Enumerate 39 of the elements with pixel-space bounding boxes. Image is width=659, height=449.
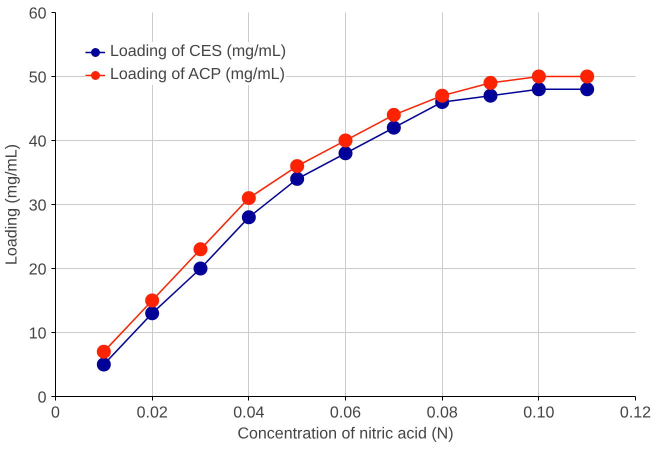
point bbox=[145, 294, 160, 308]
legend-label: Loading of ACP (mg/mL) bbox=[110, 66, 285, 84]
x-tick-label: 0.04 bbox=[233, 404, 265, 422]
point bbox=[194, 242, 208, 256]
point bbox=[435, 88, 450, 103]
x-tick-label: 0.02 bbox=[136, 404, 168, 422]
x-axis-title: Concentration of nitric acid (N) bbox=[237, 426, 454, 442]
x-tick-label: 0 bbox=[51, 404, 60, 422]
point bbox=[580, 82, 594, 96]
y-tick-label: 50 bbox=[28, 70, 47, 86]
point bbox=[96, 358, 111, 372]
point bbox=[194, 262, 208, 276]
point bbox=[484, 76, 498, 90]
y-axis-title: Loading (mg/mL) bbox=[4, 144, 21, 265]
x-tick-label: 0.08 bbox=[426, 404, 458, 422]
point bbox=[484, 88, 498, 103]
y-tick-label: 40 bbox=[28, 134, 47, 150]
point bbox=[290, 159, 304, 174]
point bbox=[532, 70, 546, 84]
y-tick-label: 0 bbox=[38, 390, 47, 406]
point bbox=[96, 344, 111, 359]
point bbox=[338, 134, 352, 148]
point bbox=[242, 210, 256, 224]
point bbox=[532, 82, 546, 96]
y-tick-label: 10 bbox=[28, 326, 47, 342]
point bbox=[242, 191, 256, 206]
x-tick-label: 0.06 bbox=[330, 404, 362, 422]
legend-label: Loading of CES (mg/mL) bbox=[110, 43, 286, 61]
y-tick-label: 30 bbox=[28, 198, 47, 214]
point bbox=[386, 120, 401, 135]
point bbox=[386, 108, 401, 122]
point bbox=[338, 146, 352, 160]
y-tick-label: 60 bbox=[28, 6, 47, 22]
point bbox=[290, 172, 304, 186]
point bbox=[145, 306, 160, 320]
x-tick-label: 0.12 bbox=[620, 404, 652, 422]
y-tick-label: 20 bbox=[28, 262, 47, 278]
x-tick-label: 0.10 bbox=[523, 404, 555, 422]
point bbox=[580, 70, 594, 84]
